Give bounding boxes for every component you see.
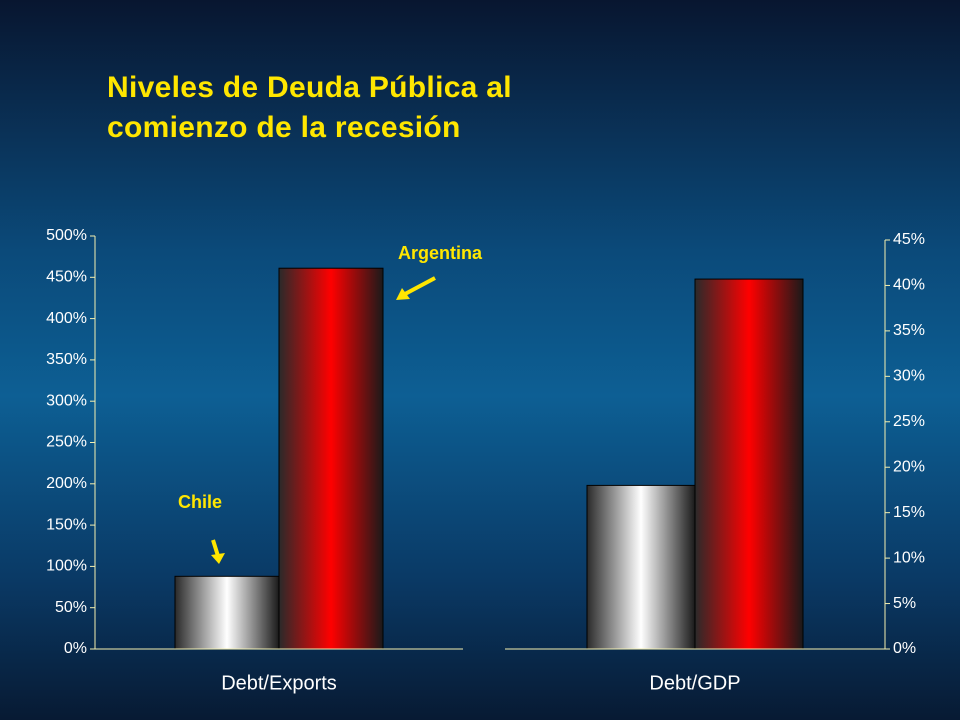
y-tick-label: 0%: [893, 640, 916, 657]
x-tick-label: Debt/Exports: [221, 672, 337, 694]
arrow-head: [396, 288, 410, 300]
arrow: [404, 276, 436, 296]
slide-title: Niveles de Deuda Pública al comienzo de …: [107, 71, 512, 144]
y-tick-label: 25%: [893, 413, 925, 430]
y-tick-label: 50%: [55, 599, 87, 616]
y-tick-label: 500%: [46, 227, 87, 244]
bar: [278, 267, 384, 650]
arrow: [211, 539, 220, 557]
y-tick-label: 250%: [46, 434, 87, 451]
y-tick-label: 350%: [46, 351, 87, 368]
bar: [694, 278, 804, 650]
y-tick-label: 15%: [893, 504, 925, 521]
annotation: Chile: [178, 492, 222, 512]
y-tick-label: 45%: [893, 231, 925, 248]
bar: [174, 575, 280, 650]
y-tick-label: 5%: [893, 595, 916, 612]
annotation: Argentina: [398, 243, 483, 263]
y-tick-label: 100%: [46, 558, 87, 575]
y-tick-label: 35%: [893, 322, 925, 339]
y-tick-label: 400%: [46, 310, 87, 327]
x-tick-label: Debt/GDP: [649, 672, 740, 694]
bar: [586, 484, 696, 650]
y-tick-label: 30%: [893, 368, 925, 385]
y-tick-label: 40%: [893, 277, 925, 294]
y-tick-label: 300%: [46, 392, 87, 409]
y-tick-label: 10%: [893, 549, 925, 566]
y-tick-label: 0%: [64, 640, 87, 657]
y-tick-label: 20%: [893, 458, 925, 475]
y-tick-label: 200%: [46, 475, 87, 492]
y-tick-label: 450%: [46, 269, 87, 286]
y-tick-label: 150%: [46, 516, 87, 533]
arrow-head: [211, 553, 225, 564]
